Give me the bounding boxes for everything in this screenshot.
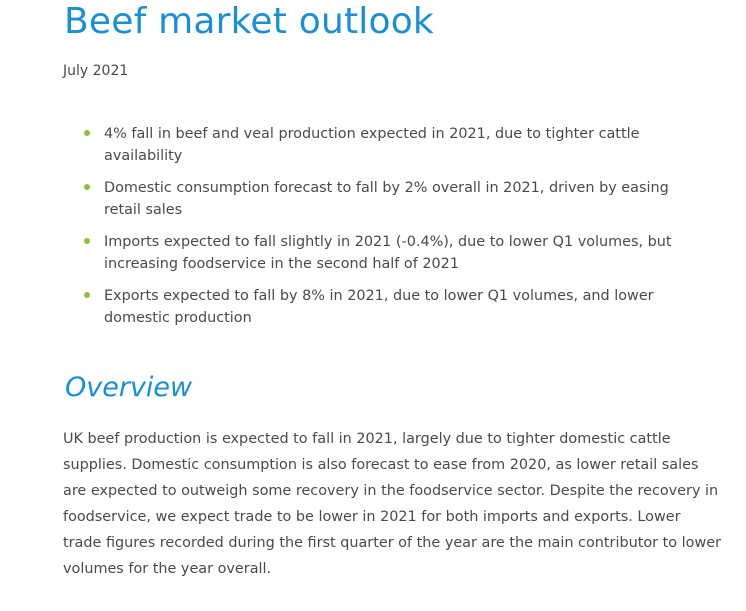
bullet-icon [84, 292, 90, 298]
list-item: Imports expected to fall slightly in 202… [84, 231, 704, 275]
bullet-icon [84, 130, 90, 136]
list-item-text: Domestic consumption forecast to fall by… [104, 180, 669, 218]
list-item-text: Imports expected to fall slightly in 202… [104, 234, 672, 272]
list-item: 4% fall in beef and veal production expe… [84, 123, 704, 167]
list-item: Exports expected to fall by 8% in 2021, … [84, 285, 704, 329]
overview-paragraph: UK beef production is expected to fall i… [63, 431, 722, 577]
list-item-text: Exports expected to fall by 8% in 2021, … [104, 288, 654, 326]
bullet-icon [84, 184, 90, 190]
list-item: Domestic consumption forecast to fall by… [84, 177, 704, 221]
bullet-icon [84, 238, 90, 244]
publication-date: July 2021 [63, 63, 129, 79]
overview-heading: Overview [65, 372, 193, 403]
page-title: Beef market outlook [64, 1, 434, 42]
highlights-list: 4% fall in beef and veal production expe… [84, 123, 704, 339]
list-item-text: 4% fall in beef and veal production expe… [104, 126, 640, 164]
